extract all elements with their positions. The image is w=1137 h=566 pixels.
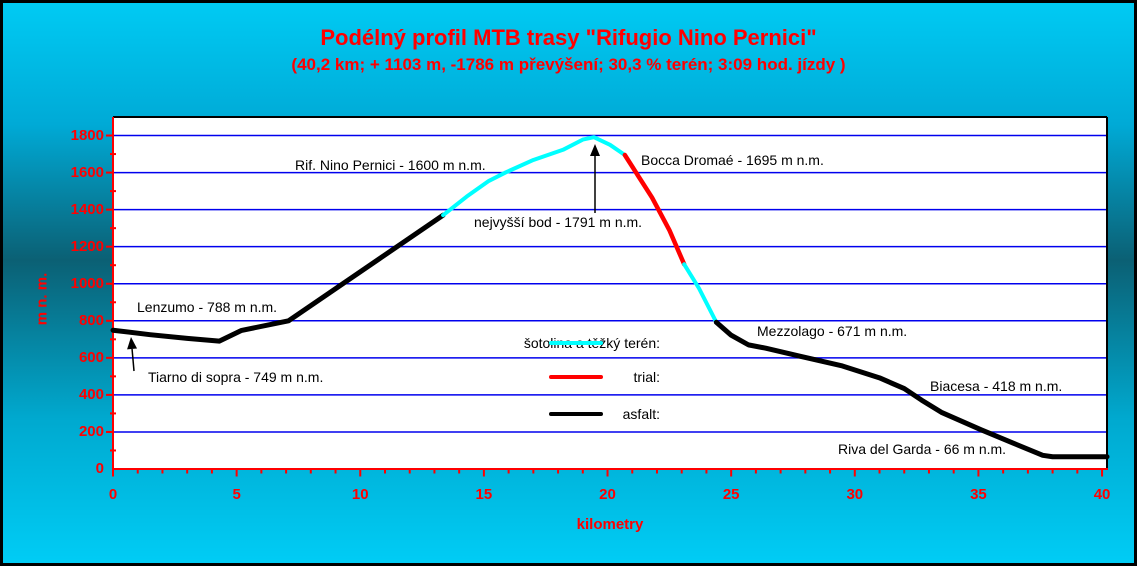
profile-segment-otolinaatktern (682, 262, 719, 325)
legend-item-asfalt: asfalt: (300, 406, 660, 424)
profile-segment-asfalt (110, 212, 446, 344)
y-tick-label: 1800 (70, 126, 104, 144)
y-tick-label: 200 (78, 422, 104, 440)
legend-sample-line-sotolina (549, 341, 603, 345)
x-tick-label: 20 (599, 486, 616, 503)
x-tick-label: 35 (970, 486, 987, 503)
x-tick-label: 0 (108, 486, 118, 503)
y-tick-label: 600 (78, 348, 104, 366)
elevation-annotation: Tiarno di sopra - 749 m n.m. (148, 369, 324, 385)
annotation-arrow (131, 348, 135, 372)
x-tick-label: 5 (232, 486, 241, 503)
x-axis-title: kilometry (576, 516, 644, 533)
legend-sample-line-trial (549, 375, 603, 379)
y-tick-label: 800 (78, 311, 104, 329)
profile-segment-otolinaatktern (441, 135, 627, 218)
x-tick-label: 10 (351, 486, 369, 503)
profile-segment-trial (622, 152, 687, 267)
elevation-annotation: nejvyšší bod - 1791 m n.m. (474, 214, 643, 230)
y-tick-label: 1600 (70, 163, 104, 181)
elevation-annotation: Riva del Garda - 66 m n.m. (838, 441, 1007, 457)
elevation-annotation: Biacesa - 418 m n.m. (930, 378, 1063, 394)
elevation-annotation: Bocca Dromaé - 1695 m n.m. (641, 152, 824, 168)
y-tick-label: 1200 (70, 237, 104, 255)
chart-title: Podélný profil MTB trasy "Rifugio Nino P… (320, 25, 817, 50)
x-tick-label: 40 (1093, 486, 1111, 503)
legend-item-trial: trial: (300, 369, 660, 387)
profile-segment-asfalt (713, 319, 1110, 460)
elevation-annotation: Mezzolago - 671 m n.m. (757, 323, 908, 339)
annotation-arrowhead (590, 144, 600, 156)
elevation-annotation: Lenzumo - 788 m n.m. (137, 299, 278, 315)
x-tick-label: 25 (722, 486, 740, 503)
x-tick-label: 15 (475, 486, 493, 503)
legend-label-asfalt: asfalt: (622, 406, 660, 422)
legend-label-trial: trial: (633, 369, 660, 385)
y-tick-label: 1400 (70, 200, 104, 218)
y-tick-label: 0 (95, 460, 104, 477)
legend-sample-line-asfalt (549, 412, 603, 416)
chart-subtitle: (40,2 km; + 1103 m, -1786 m převýšení; 3… (291, 55, 846, 74)
annotation-arrowhead (127, 337, 138, 350)
elevation-annotation: Rif. Nino Pernici - 1600 m n.m. (295, 157, 486, 173)
x-tick-label: 30 (846, 486, 864, 503)
y-tick-label: 400 (78, 385, 104, 403)
y-tick-label: 1000 (70, 274, 104, 292)
legend-item-sotolina: šotolina a těžký terén: (300, 335, 660, 353)
